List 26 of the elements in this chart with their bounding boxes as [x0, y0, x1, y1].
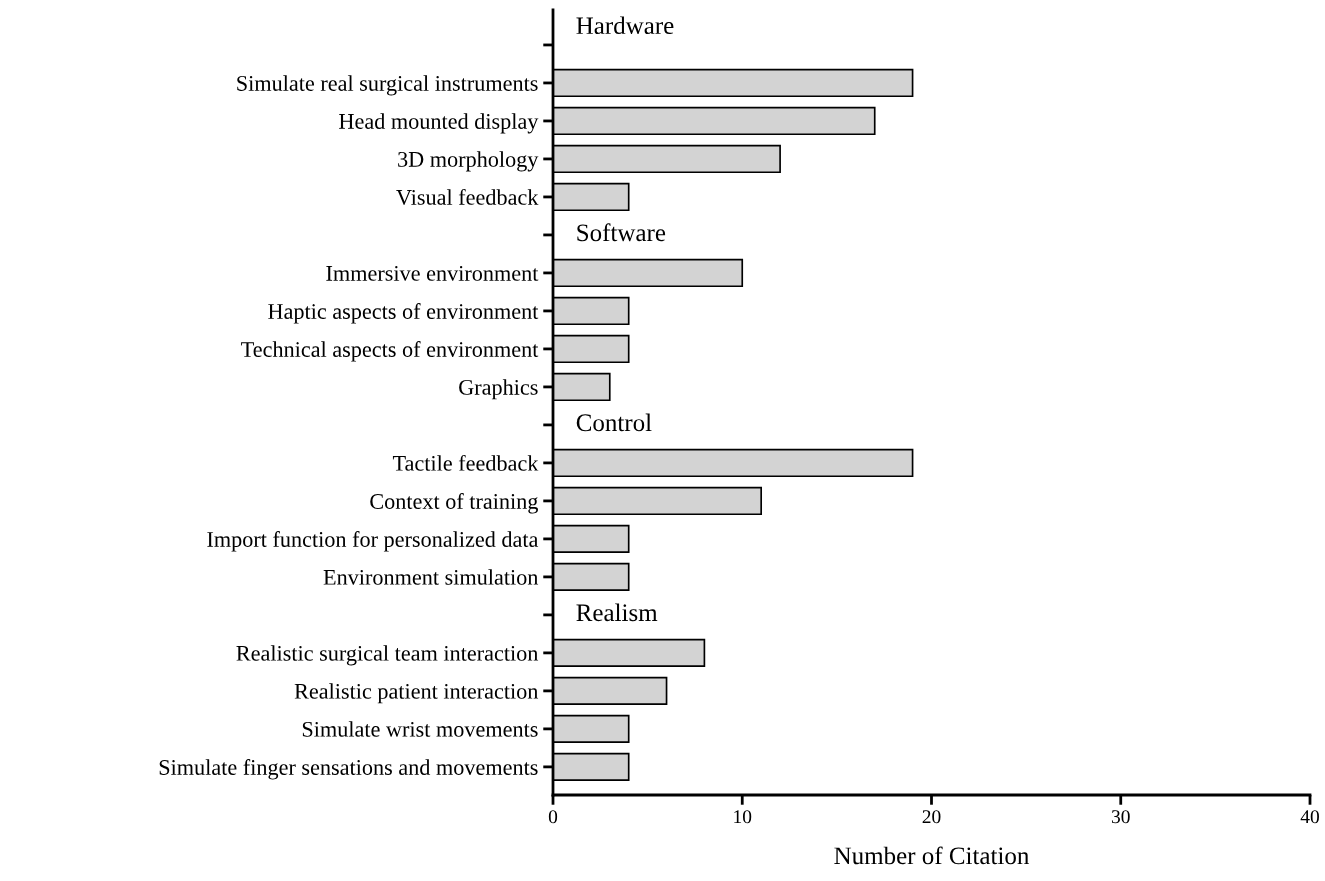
x-tick-label: 0	[548, 810, 558, 824]
x-tick-label: 30	[1111, 810, 1130, 824]
x-tick-label: 10	[734, 810, 752, 824]
y-tick-label: Technical aspects of environment	[241, 341, 539, 362]
y-tick-label: Simulate finger sensations and movements	[159, 759, 538, 780]
y-tick-label: 3D morphology	[398, 151, 539, 172]
y-tick-label: Head mounted display	[339, 113, 539, 134]
annotation: Realism	[576, 603, 658, 622]
y-tick-label: Realistic surgical team interaction	[236, 645, 539, 666]
y-tick-label: Immersive environment	[326, 265, 539, 281]
x-tick-label: 40	[1300, 810, 1319, 824]
annotation: Software	[577, 223, 666, 242]
y-tick-label: Graphics	[459, 379, 538, 400]
y-tick-label: Import function for personalized data	[207, 531, 539, 552]
y-tick-label: Simulate wrist movements	[302, 721, 538, 737]
annotation: Control	[576, 413, 652, 432]
x-tick-label: 20	[922, 810, 941, 824]
y-tick-label: Visual feedback	[396, 189, 539, 205]
annotation: Hardware	[576, 16, 674, 35]
y-tick-label: Simulate real surgical instruments	[237, 75, 538, 96]
y-tick-label: Context of training	[370, 493, 538, 514]
y-tick-label: Haptic aspects of environment	[268, 303, 539, 324]
y-tick-label: Environment simulation	[323, 569, 539, 585]
y-tick-label: Realistic patient interaction	[294, 683, 539, 704]
y-tick-label: Tactile feedback	[392, 454, 539, 471]
x-axis-title: Number of Citation	[834, 846, 1030, 865]
